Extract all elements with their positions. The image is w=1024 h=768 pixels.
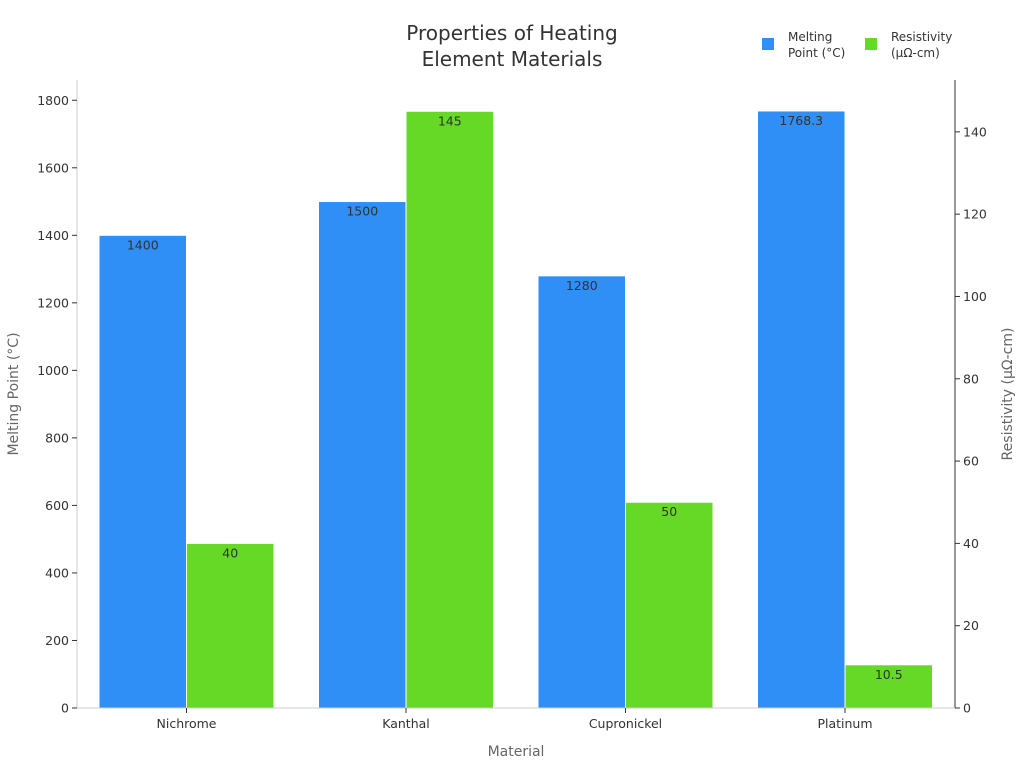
bar-nichrome-series-2 xyxy=(186,542,275,709)
bar-label-platinum-series-1: 1768.3 xyxy=(779,113,823,128)
right-tick-label: 20 xyxy=(963,618,979,633)
x-tick-label-nichrome: Nichrome xyxy=(157,716,217,731)
left-tick-label: 0 xyxy=(61,701,69,716)
left-tick-label: 1400 xyxy=(37,228,69,243)
legend-item-2: Resistivity (μΩ-cm) xyxy=(865,30,952,60)
right-tick-label: 60 xyxy=(963,454,979,469)
legend-label-2-line-2: (μΩ-cm) xyxy=(891,46,940,60)
bar-kanthal-series-1 xyxy=(318,201,407,709)
right-tick-label: 100 xyxy=(963,289,987,304)
bar-label-kanthal-series-1: 1500 xyxy=(346,204,378,219)
right-tick-label: 40 xyxy=(963,536,979,551)
right-y-axis: 0 20 40 60 80 100 120 140 xyxy=(954,80,987,716)
bar-cupronickel-series-2 xyxy=(625,501,714,709)
left-y-axis-title: Melting Point (°C) xyxy=(6,332,22,455)
x-tick-label-cupronickel: Cupronickel xyxy=(589,716,662,731)
chart-title-line-1: Properties of Heating xyxy=(406,21,617,45)
bar-label-cupronickel-series-1: 1280 xyxy=(566,278,598,293)
left-tick-label: 200 xyxy=(45,633,69,648)
left-tick-label: 400 xyxy=(45,565,69,580)
bar-label-nichrome-series-1: 1400 xyxy=(127,237,159,252)
legend-item-1: Melting Point (°C) xyxy=(762,30,845,60)
bar-labels: 1400 40 1500 145 1280 50 1768.3 10.5 xyxy=(127,113,903,682)
legend-label-2-line-1: Resistivity xyxy=(891,30,952,44)
chart-title-line-2: Element Materials xyxy=(422,47,603,71)
left-tick-label: 1000 xyxy=(37,363,69,378)
left-tick-label: 600 xyxy=(45,498,69,513)
bar-label-nichrome-series-2: 40 xyxy=(222,545,238,560)
x-axis: Nichrome Kanthal Cupronickel Platinum xyxy=(77,707,955,731)
left-tick-label: 1800 xyxy=(37,93,69,108)
bars xyxy=(98,110,933,709)
right-tick-label: 140 xyxy=(963,124,987,139)
legend: Melting Point (°C) Resistivity (μΩ-cm) xyxy=(762,30,952,60)
left-tick-label: 1200 xyxy=(37,295,69,310)
legend-label-1-line-1: Melting xyxy=(788,30,832,44)
left-tick-label: 800 xyxy=(45,430,69,445)
right-tick-label: 0 xyxy=(963,701,971,716)
bar-label-kanthal-series-2: 145 xyxy=(438,113,462,128)
bar-platinum-series-2 xyxy=(844,664,933,709)
left-tick-label: 1600 xyxy=(37,160,69,175)
x-tick-label-platinum: Platinum xyxy=(817,716,872,731)
right-tick-label: 80 xyxy=(963,371,979,386)
x-axis-title: Material xyxy=(488,744,545,760)
x-tick-label-kanthal: Kanthal xyxy=(382,716,430,731)
bar-label-platinum-series-2: 10.5 xyxy=(875,667,903,682)
bar-kanthal-series-2 xyxy=(405,110,494,709)
bar-label-cupronickel-series-2: 50 xyxy=(661,504,677,519)
legend-label-1-line-2: Point (°C) xyxy=(788,46,845,60)
bar-nichrome-series-1 xyxy=(98,234,187,709)
right-tick-label: 120 xyxy=(963,207,987,222)
left-y-axis: 0 200 400 600 800 1000 1200 1400 1600 1800 xyxy=(37,80,78,716)
bar-platinum-series-1 xyxy=(757,110,846,709)
bar-cupronickel-series-1 xyxy=(537,275,626,709)
legend-swatch-2 xyxy=(865,38,877,50)
right-y-axis-title: Resistivity (μΩ-cm) xyxy=(1000,328,1016,461)
legend-swatch-1 xyxy=(762,38,774,50)
